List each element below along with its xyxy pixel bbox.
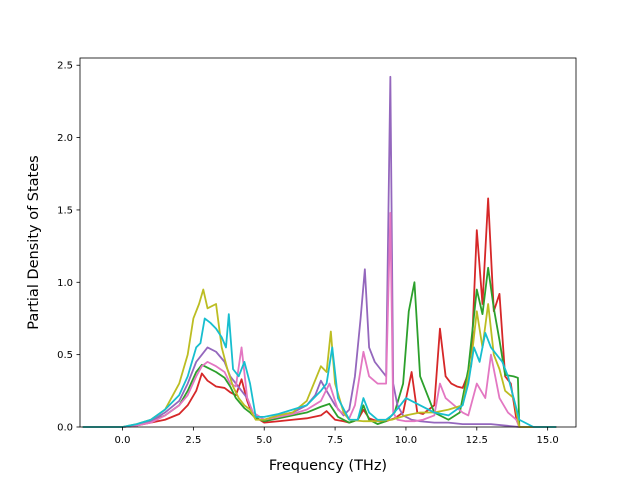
y-tick-label: 2.5 [57,61,73,72]
x-tick-label: 7.5 [327,435,343,446]
series-line-6 [82,313,557,428]
series-line-1 [82,197,557,428]
y-tick-label: 0.0 [57,423,73,434]
x-tick-label: 2.5 [185,435,201,446]
x-tick-label: 15.0 [537,435,559,446]
y-tick-label: 1.0 [57,278,73,289]
x-axis-label: Frequency (THz) [269,458,387,474]
x-tick-label: 10.0 [395,435,417,446]
series-layer [82,75,557,428]
y-axis-ticks: 0.0 0.5 1.0 1.5 2.0 2.5 [57,61,80,434]
x-tick-label: 5.0 [256,435,272,446]
series-line-4 [82,211,557,428]
y-tick-label: 0.5 [57,350,73,361]
axes-frame [79,57,577,428]
x-tick-label: 0.0 [115,435,131,446]
y-tick-label: 2.0 [57,133,73,144]
y-tick-label: 1.5 [57,205,73,216]
x-axis-ticks: 0.0 2.5 5.0 7.5 10.0 12.5 15.0 [115,427,559,446]
y-axis-label: Partial Density of States [26,155,42,329]
x-tick-label: 12.5 [466,435,488,446]
series-line-3 [82,75,557,428]
